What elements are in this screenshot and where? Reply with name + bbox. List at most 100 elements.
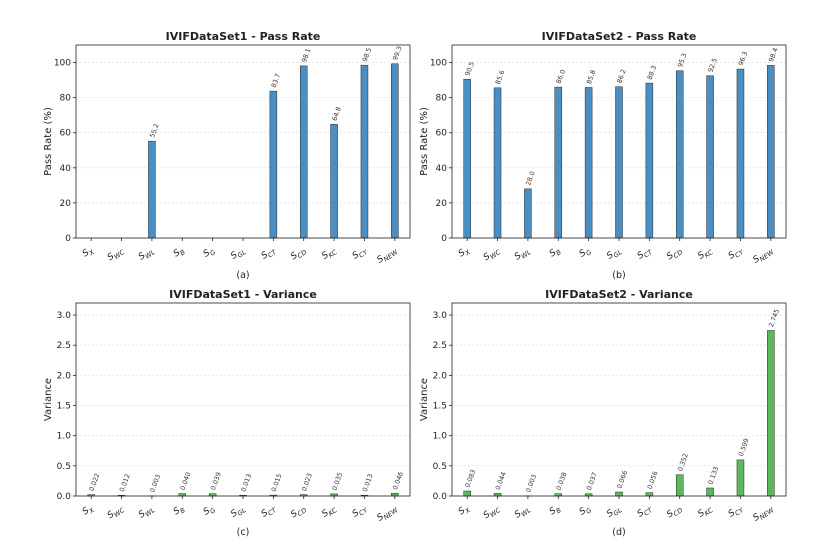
chart-title: IVIFDataSet1 - Pass Rate bbox=[166, 30, 321, 43]
y-tick-label: 60 bbox=[436, 129, 448, 139]
chart-panel-c: IVIFDataSet1 - Variance0.00.51.01.52.02.… bbox=[43, 288, 410, 538]
bar-new bbox=[767, 65, 774, 238]
y-tick-label: 100 bbox=[430, 59, 447, 69]
x-tick-label: SG bbox=[578, 503, 593, 519]
chart-panel-b: IVIFDataSet2 - Pass Rate020406080100Pass… bbox=[419, 30, 786, 281]
bar-kc bbox=[707, 76, 714, 238]
x-tick-label: SNEW bbox=[751, 503, 775, 525]
bar-g bbox=[585, 87, 592, 238]
x-tick-label: SCD bbox=[289, 503, 308, 521]
data-label: 85.8 bbox=[585, 69, 597, 85]
y-tick-label: 40 bbox=[436, 164, 448, 174]
x-tick-label: SWC bbox=[106, 245, 127, 264]
y-tick-label: 40 bbox=[60, 164, 72, 174]
x-tick-sub: WC bbox=[489, 506, 503, 519]
y-tick-label: 0.5 bbox=[57, 462, 71, 472]
bar-kc bbox=[331, 124, 338, 238]
y-tick-label: 1.5 bbox=[57, 402, 71, 412]
data-label: 88.3 bbox=[646, 64, 658, 80]
data-label: 99.3 bbox=[391, 45, 403, 61]
x-tick-label: SWC bbox=[482, 245, 503, 264]
bar-ct bbox=[646, 83, 653, 238]
x-tick-sub: NEW bbox=[382, 506, 400, 522]
data-label: 86.0 bbox=[555, 68, 567, 84]
y-tick-label: 0.5 bbox=[433, 462, 447, 472]
bar-gl bbox=[616, 492, 623, 496]
panel-caption: (c) bbox=[237, 527, 250, 538]
plot-frame bbox=[452, 303, 786, 496]
y-axis-label: Variance bbox=[43, 378, 54, 421]
y-axis-label: Variance bbox=[419, 378, 430, 421]
bar-gl bbox=[616, 87, 623, 238]
data-label: 0.599 bbox=[737, 437, 751, 457]
chart-title: IVIFDataSet2 - Variance bbox=[545, 288, 693, 301]
x-tick-label: SB bbox=[172, 503, 187, 519]
y-tick-label: 2.0 bbox=[433, 371, 448, 381]
bar-kc bbox=[707, 488, 714, 496]
data-label: 0.056 bbox=[646, 470, 660, 490]
y-tick-label: 1.0 bbox=[433, 432, 448, 442]
bar-new bbox=[767, 330, 774, 496]
data-label: 98.4 bbox=[767, 47, 779, 63]
data-label: 96.3 bbox=[737, 50, 749, 66]
data-label: 0.038 bbox=[555, 471, 569, 491]
y-tick-label: 2.5 bbox=[433, 341, 447, 351]
bar-cd bbox=[676, 71, 683, 238]
x-tick-label: SCT bbox=[260, 245, 279, 263]
x-tick-label: SKC bbox=[320, 503, 339, 521]
y-tick-label: 20 bbox=[436, 199, 448, 209]
data-label: 0.035 bbox=[330, 471, 344, 491]
x-tick-label: SCD bbox=[665, 503, 684, 521]
data-label: 98.5 bbox=[361, 47, 373, 63]
bar-ct bbox=[646, 493, 653, 496]
chart-panel-d: IVIFDataSet2 - Variance0.00.51.01.52.02.… bbox=[419, 288, 786, 538]
y-tick-label: 60 bbox=[60, 129, 72, 139]
data-label: 0.044 bbox=[494, 471, 508, 491]
bar-wl bbox=[148, 141, 155, 238]
x-tick-label: SWL bbox=[513, 503, 533, 522]
x-tick-label: SB bbox=[548, 245, 563, 261]
x-tick-label: SCT bbox=[636, 245, 655, 263]
panel-caption: (a) bbox=[236, 270, 249, 281]
x-tick-label: SX bbox=[457, 245, 472, 261]
data-label: 85.6 bbox=[494, 69, 506, 85]
data-label: 2.745 bbox=[767, 308, 781, 328]
x-tick-sub: NEW bbox=[382, 248, 400, 264]
data-label: 0.083 bbox=[464, 468, 478, 488]
y-tick-label: 80 bbox=[60, 94, 72, 104]
x-tick-label: SGL bbox=[229, 503, 248, 521]
y-tick-label: 2.0 bbox=[57, 371, 72, 381]
data-label: 0.352 bbox=[676, 452, 690, 472]
y-tick-label: 80 bbox=[436, 94, 448, 104]
data-label: 92.5 bbox=[706, 57, 718, 73]
x-tick-sub: WC bbox=[113, 506, 127, 519]
bar-wl bbox=[524, 189, 531, 238]
data-label: 0.015 bbox=[270, 473, 284, 493]
bar-x bbox=[464, 79, 471, 238]
bar-cy bbox=[361, 65, 368, 238]
y-tick-label: 0 bbox=[441, 234, 447, 244]
data-label: 98.1 bbox=[300, 47, 312, 63]
x-tick-label: SWL bbox=[137, 503, 157, 522]
data-label: 95.3 bbox=[676, 52, 688, 68]
bar-ct bbox=[270, 91, 277, 238]
bar-wc bbox=[494, 88, 501, 238]
data-label: 0.039 bbox=[209, 471, 223, 491]
x-tick-label: SX bbox=[457, 503, 472, 519]
data-label: 0.013 bbox=[239, 473, 253, 493]
x-tick-sub: WC bbox=[489, 248, 503, 261]
y-tick-label: 100 bbox=[54, 59, 71, 69]
x-tick-label: SG bbox=[578, 245, 593, 261]
y-axis-label: Pass Rate (%) bbox=[43, 107, 54, 176]
bar-cy bbox=[737, 460, 744, 496]
bar-new bbox=[391, 64, 398, 238]
plot-frame bbox=[76, 303, 410, 496]
x-tick-label: SWC bbox=[482, 503, 503, 522]
bar-b bbox=[555, 87, 562, 238]
x-tick-label: SG bbox=[202, 245, 217, 261]
x-tick-label: SCY bbox=[727, 503, 746, 521]
x-tick-label: SB bbox=[172, 245, 187, 261]
bar-cy bbox=[737, 69, 744, 238]
x-tick-label: SKC bbox=[696, 503, 715, 521]
x-tick-sub: NEW bbox=[758, 248, 776, 264]
